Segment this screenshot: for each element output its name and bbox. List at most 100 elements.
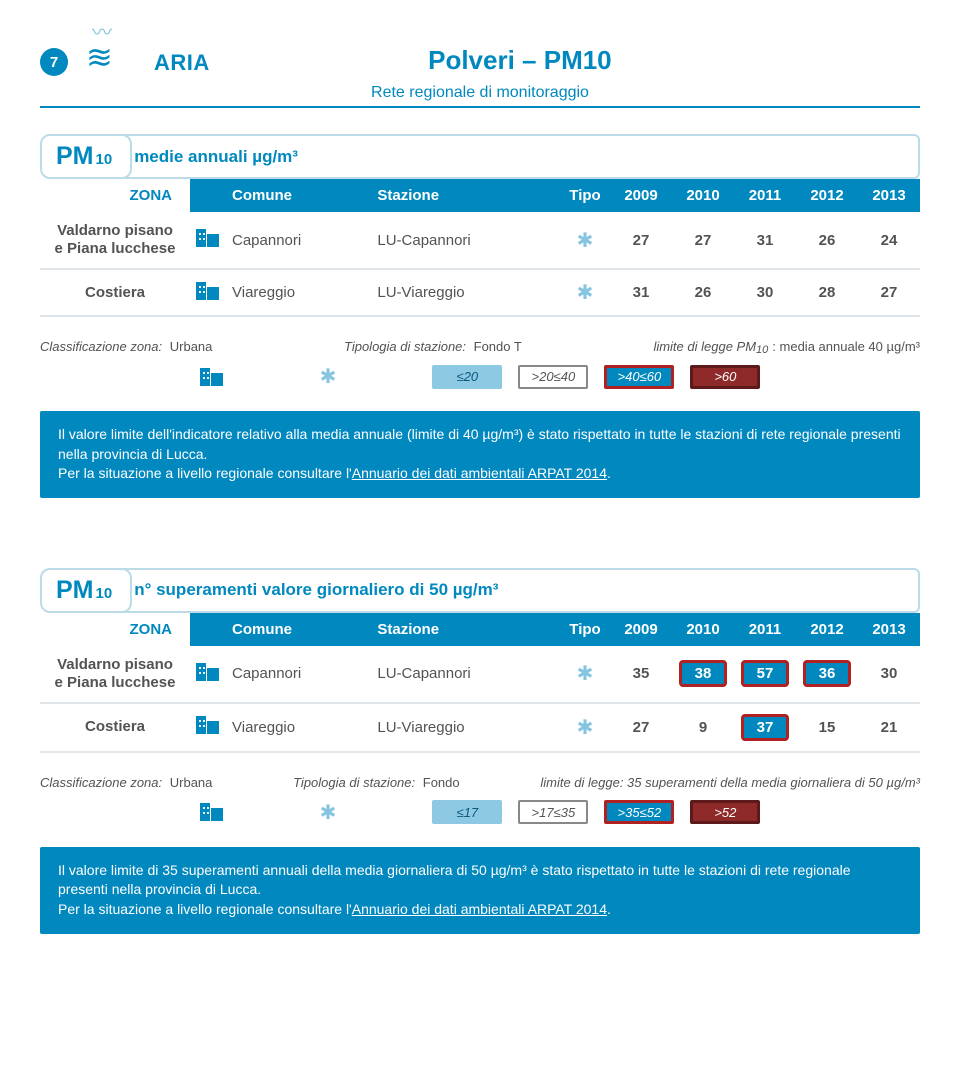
col-icon [190,179,226,212]
value-cell: 36 [796,646,858,703]
table-row: Valdarno pisanoe Piana lucchese Capannor… [40,646,920,703]
meta-sub: 10 [756,344,768,356]
summary-text: Per la situazione a livello regionale co… [58,901,352,917]
summary-text: . [607,901,611,917]
col-y2: 2011 [734,179,796,212]
page-number: 7 [40,48,68,76]
table1-banner: PM10 medie annuali µg/m³ [40,134,920,179]
col-y0: 2009 [610,179,672,212]
value-cell: 27 [610,212,672,269]
stazione-cell: LU-Capannori [371,212,560,269]
table1-legend: ✱ ≤20 >20≤40 >40≤60 >60 [40,364,920,389]
table-row: Costiera Viareggio LU-Viareggio ✱3126302… [40,269,920,316]
comune-cell: Capannori [226,646,371,703]
comune-cell: Viareggio [226,703,371,752]
table2: ZONA Comune Stazione Tipo 2009 2010 2011… [40,613,920,753]
legend-swatch: >20≤40 [518,365,588,389]
meta-value: : media annuale 40 µg/m³ [772,339,920,354]
value-cell: 37 [734,703,796,752]
col-tipo: Tipo [560,613,610,646]
col-y0: 2009 [610,613,672,646]
legend-swatch: >17≤35 [518,800,588,824]
value-cell: 38 [672,646,734,703]
col-comune: Comune [226,613,371,646]
table1-summary: Il valore limite dell'indicatore relativ… [40,411,920,498]
star-icon: ✱ [320,800,337,825]
table1-subtitle: medie annuali µg/m³ [120,134,920,179]
star-icon: ✱ [577,663,594,685]
tipo-cell: ✱ [560,703,610,752]
table2-head: ZONA Comune Stazione Tipo 2009 2010 2011… [40,613,920,646]
value-cell: 30 [734,269,796,316]
summary-text: Per la situazione a livello regionale co… [58,465,352,481]
table2-measure: PM10 [40,568,132,613]
table2-legend: ✱ ≤17 >17≤35 >35≤52 >52 [40,800,920,825]
zone-cell: Valdarno pisanoe Piana lucchese [40,646,190,703]
meta-label: Tipologia di stazione: [293,775,415,790]
value-cell: 31 [734,212,796,269]
table2-subtitle: n° superamenti valore giornaliero di 50 … [120,568,920,613]
col-y3: 2012 [796,179,858,212]
urban-icon [200,368,224,386]
col-stazione: Stazione [371,613,560,646]
value-cell: 26 [672,269,734,316]
table1-block: PM10 medie annuali µg/m³ ZONA Comune Sta… [40,134,920,498]
col-stazione: Stazione [371,179,560,212]
urban-icon [196,716,220,734]
value-cell: 21 [858,703,920,752]
stazione-cell: LU-Viareggio [371,703,560,752]
legend-swatch: ≤17 [432,800,502,824]
table2-meta: Classificazione zona: Urbana Tipologia d… [40,775,920,790]
annuario-link[interactable]: Annuario dei dati ambientali ARPAT 2014 [352,465,607,481]
urban-icon-cell [190,646,226,703]
table1: ZONA Comune Stazione Tipo 2009 2010 2011… [40,179,920,317]
tipo-cell: ✱ [560,269,610,316]
meta-value: Fondo T [474,339,522,354]
zone-cell: Costiera [40,703,190,752]
value-cell: 57 [734,646,796,703]
urban-icon-cell [190,212,226,269]
meta-value: Urbana [170,339,213,354]
urban-icon [196,663,220,681]
comune-cell: Capannori [226,212,371,269]
table-row: Costiera Viareggio LU-Viareggio ✱2793715… [40,703,920,752]
col-comune: Comune [226,179,371,212]
urban-icon [196,282,220,300]
value-cell: 15 [796,703,858,752]
star-icon: ✱ [577,282,594,304]
col-zona: ZONA [40,613,190,646]
col-y2: 2011 [734,613,796,646]
legend-swatch: >35≤52 [604,800,674,824]
tipo-cell: ✱ [560,212,610,269]
col-icon [190,613,226,646]
value-cell: 28 [796,269,858,316]
meta-label: Classificazione zona: [40,339,162,354]
col-y1: 2010 [672,613,734,646]
meta-value: Urbana [170,775,213,790]
page-subtitle: Rete regionale di monitoraggio [40,84,920,102]
col-zona: ZONA [40,179,190,212]
meta-value: limite di legge: 35 superamenti della me… [540,775,920,790]
value-cell: 26 [796,212,858,269]
pm-sub: 10 [96,585,113,602]
value-cell: 30 [858,646,920,703]
value-cell: 31 [610,269,672,316]
star-icon: ✱ [320,364,337,389]
value-cell: 27 [858,269,920,316]
table-row: Valdarno pisanoe Piana lucchese Capannor… [40,212,920,269]
table2-summary: Il valore limite di 35 superamenti annua… [40,847,920,934]
table2-block: PM10 n° superamenti valore giornaliero d… [40,568,920,934]
legend-swatch: ≤20 [432,365,502,389]
urban-icon [200,803,224,821]
table2-banner: PM10 n° superamenti valore giornaliero d… [40,568,920,613]
col-y1: 2010 [672,179,734,212]
summary-text: Il valore limite di 35 superamenti annua… [58,862,851,898]
star-icon: ✱ [577,230,594,252]
annuario-link[interactable]: Annuario dei dati ambientali ARPAT 2014 [352,901,607,917]
urban-icon-cell [190,269,226,316]
value-cell: 27 [610,703,672,752]
pm-sub: 10 [96,151,113,168]
comune-cell: Viareggio [226,269,371,316]
wave-logo: 〰≋ [86,20,142,76]
value-cell: 27 [672,212,734,269]
